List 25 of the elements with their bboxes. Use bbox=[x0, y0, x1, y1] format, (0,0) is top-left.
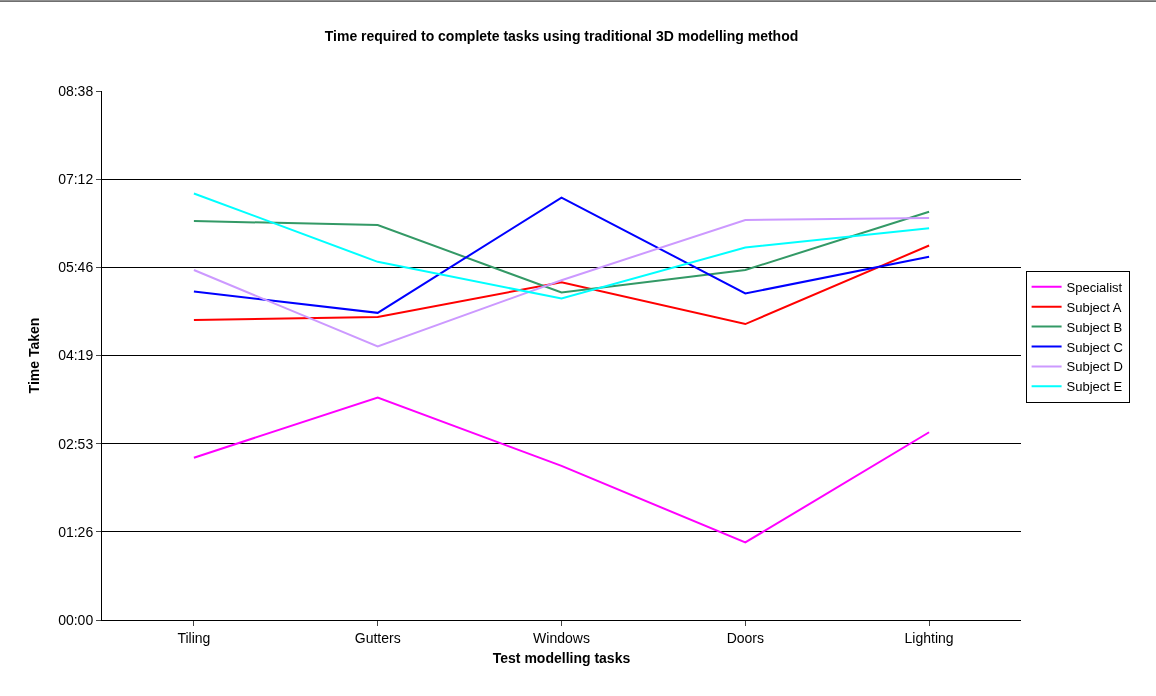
x-axis-title: Test modelling tasks bbox=[492, 650, 631, 667]
x-tick-label: Lighting bbox=[904, 629, 954, 646]
line-series bbox=[192, 396, 931, 544]
chart-title: Time required to complete tasks using traditional 3D modelling method bbox=[324, 28, 799, 45]
x-tick-label: Tiling bbox=[177, 629, 211, 646]
line-series bbox=[192, 210, 931, 294]
x-tick-label: Gutters bbox=[354, 629, 401, 646]
y-tick-label: 02:53 bbox=[58, 435, 94, 452]
y-axis-title: Time Taken bbox=[25, 317, 42, 394]
line-series bbox=[192, 216, 931, 348]
x-tick-label: Doors bbox=[726, 629, 764, 646]
line-series bbox=[192, 244, 931, 326]
legend-label: Subject E bbox=[1066, 379, 1123, 395]
legend-label: Specialist bbox=[1066, 279, 1123, 295]
legend-label: Subject B bbox=[1066, 319, 1123, 335]
y-tick-label: 08:38 bbox=[58, 82, 94, 99]
x-tick-label: Windows bbox=[533, 629, 590, 646]
legend-label: Subject D bbox=[1066, 359, 1123, 375]
y-tick-label: 00:00 bbox=[58, 611, 94, 628]
y-tick-label: 01:26 bbox=[58, 523, 94, 540]
legend-label: Subject C bbox=[1066, 339, 1123, 355]
y-tick-label: 07:12 bbox=[58, 171, 94, 188]
y-tick-label: 04:19 bbox=[58, 347, 94, 364]
y-tick-label: 05:46 bbox=[58, 259, 94, 276]
legend-label: Subject A bbox=[1066, 299, 1122, 315]
